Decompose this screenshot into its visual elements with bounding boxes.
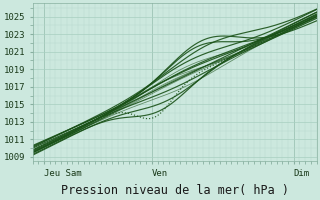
X-axis label: Pression niveau de la mer( hPa ): Pression niveau de la mer( hPa )	[60, 184, 289, 197]
